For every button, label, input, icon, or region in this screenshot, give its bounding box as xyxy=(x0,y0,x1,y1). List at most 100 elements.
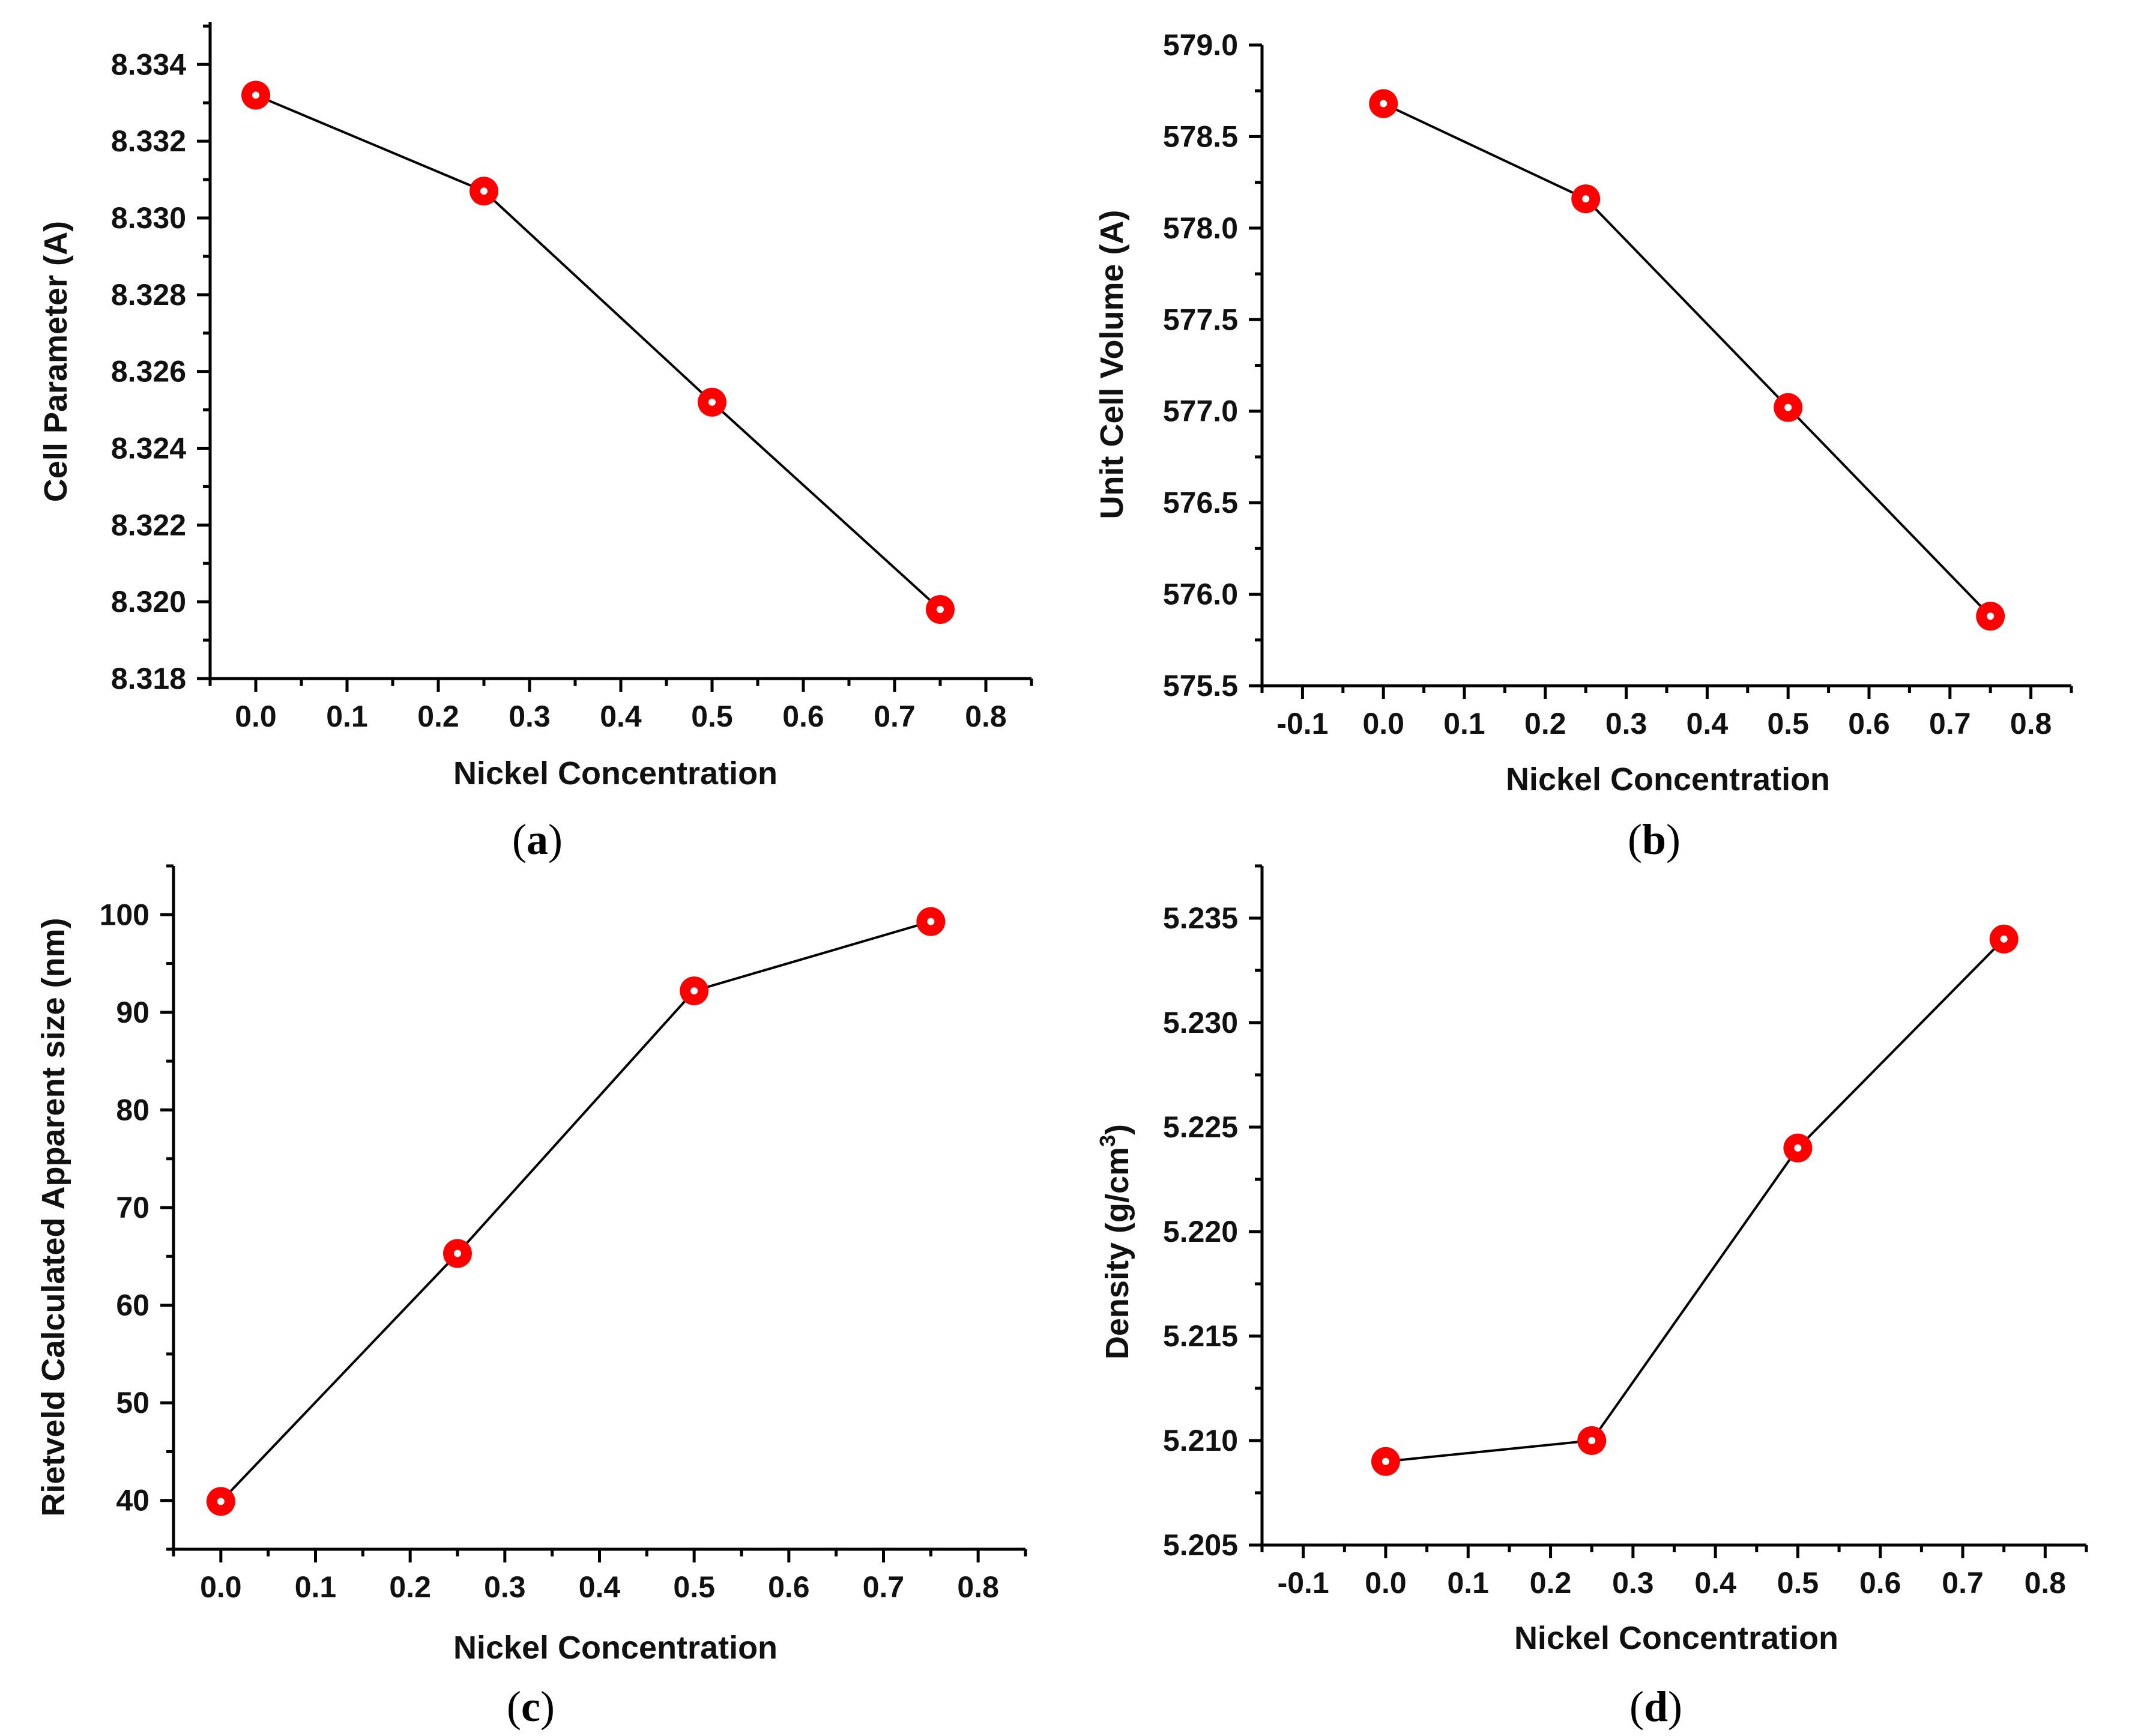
series-line-b xyxy=(1383,102,1992,617)
y-tick-label-d: 5.225 xyxy=(1163,1110,1238,1144)
axes-b xyxy=(1260,45,2071,688)
x-tick-label-b: 0.6 xyxy=(1848,707,1890,740)
panel-a: 0.0 0.1 0.2 0.3 0.4 0.5 0.6 0.7 0.8 8.318 8.320 8.3… xyxy=(38,22,1033,863)
x-tick-label-a: 0.2 xyxy=(417,700,459,733)
y-tick-label-b: 578.0 xyxy=(1163,211,1238,245)
x-tick-label-a: 0.6 xyxy=(782,700,824,733)
series-b xyxy=(1369,89,2005,631)
y-tick-label-a: 8.334 xyxy=(111,47,186,81)
data-point-center-c xyxy=(927,918,935,925)
data-point-center-b xyxy=(1582,195,1590,203)
series-line-a xyxy=(255,94,941,611)
y-tick-label-c: 70 xyxy=(116,1191,149,1224)
x-tick-label-d: 0.3 xyxy=(1612,1566,1654,1600)
x-tick-label-c: 0.1 xyxy=(295,1570,337,1604)
y-tick-label-c: 50 xyxy=(116,1386,149,1420)
y-tick-label-c: 60 xyxy=(116,1289,149,1322)
x-tick-label-d: 0.0 xyxy=(1365,1566,1407,1600)
y-tick-label-a: 8.318 xyxy=(111,662,186,695)
data-point-center-a xyxy=(252,91,259,99)
series-d xyxy=(1371,924,2019,1476)
y-axis-title-b: Unit Cell Volume (A) xyxy=(1094,210,1130,519)
x-tick-label-b: 0.5 xyxy=(1767,707,1809,740)
x-tick-label-d: 0.2 xyxy=(1530,1566,1572,1600)
y-axis-title-d-sup: 3 xyxy=(1095,1135,1120,1147)
y-tick-label-c: 90 xyxy=(116,996,149,1029)
y-tick-label-a: 8.324 xyxy=(111,431,186,465)
ticks-b: -0.1 0.0 0.1 0.2 0.3 0.4 0.5 0.6 0.7 0.8 575.5 576.… xyxy=(1163,28,2073,740)
ticks-a: 0.0 0.1 0.2 0.3 0.4 0.5 0.6 0.7 0.8 8.318 8.320 8.3… xyxy=(111,24,1033,733)
x-tick-label-a: 0.7 xyxy=(874,700,916,733)
x-tick-label-b: 0.7 xyxy=(1929,707,1971,740)
data-point-center-d xyxy=(2000,935,2008,943)
x-tick-label-a: 0.5 xyxy=(691,700,733,733)
y-axis-title-d: Density (g/cm3) xyxy=(1095,1124,1135,1359)
x-tick-label-b: 0.8 xyxy=(2010,707,2052,740)
y-tick-label-d: 5.215 xyxy=(1163,1319,1238,1353)
x-tick-label-d: 0.5 xyxy=(1777,1566,1819,1600)
y-tick-label-d: 5.235 xyxy=(1163,901,1238,935)
series-c xyxy=(206,907,946,1516)
y-axis-title-d-main: Density (g/cm xyxy=(1099,1147,1135,1359)
y-tick-label-b: 576.5 xyxy=(1163,486,1238,519)
y-tick-label-a: 8.330 xyxy=(111,201,186,235)
data-point-center-a xyxy=(708,398,716,406)
panel-letter-c: c xyxy=(521,1683,540,1731)
panel-letter-d: d xyxy=(1644,1683,1668,1731)
x-tick-label-c: 0.6 xyxy=(768,1570,810,1604)
y-tick-label-b: 578.5 xyxy=(1163,119,1238,153)
ticks-d: -0.1 0.0 0.1 0.2 0.3 0.4 0.5 0.6 0.7 0.8 5.205 5.21… xyxy=(1163,864,2088,1600)
panel-letter-a: a xyxy=(527,815,548,863)
y-tick-label-b: 577.5 xyxy=(1163,303,1238,336)
data-point-center-c xyxy=(690,987,698,995)
panel-label-b: (b) xyxy=(1628,815,1681,863)
y-axis-title-a: Cell Parameter (A) xyxy=(38,221,74,502)
series-line-d xyxy=(1385,938,2005,1463)
x-tick-label-c: 0.3 xyxy=(484,1570,526,1604)
y-tick-label-b: 576.0 xyxy=(1163,578,1238,611)
x-tick-label-b: 0.4 xyxy=(1687,707,1729,740)
x-tick-label-c: 0.4 xyxy=(579,1570,621,1604)
y-tick-label-c: 80 xyxy=(116,1093,149,1127)
y-tick-label-c: 100 xyxy=(100,898,149,931)
y-tick-label-b: 575.5 xyxy=(1163,669,1238,703)
x-tick-label-a: 0.8 xyxy=(965,700,1007,733)
x-tick-label-a: 0.3 xyxy=(509,700,551,733)
data-point-center-c xyxy=(454,1250,461,1257)
x-axis-title-c: Nickel Concentration xyxy=(453,1630,778,1666)
data-point-center-b xyxy=(1987,612,1995,620)
y-tick-label-a: 8.332 xyxy=(111,124,186,158)
x-tick-label-b: 0.3 xyxy=(1605,707,1647,740)
x-tick-label-a: 0.1 xyxy=(326,700,368,733)
panel-d: -0.1 0.0 0.1 0.2 0.3 0.4 0.5 0.6 0.7 0.8 5.205 5.21… xyxy=(1095,864,2088,1731)
data-point-center-b xyxy=(1380,100,1388,107)
x-tick-label-c: 0.5 xyxy=(673,1570,715,1604)
series-a xyxy=(241,80,955,624)
x-axis-title-b: Nickel Concentration xyxy=(1506,761,1830,797)
y-axis-title-c: Rietveld Calculated Apparent size (nm) xyxy=(35,918,71,1516)
data-point-center-c xyxy=(217,1498,225,1505)
panel-label-a: (a) xyxy=(512,815,563,863)
y-tick-label-a: 8.322 xyxy=(111,508,186,542)
panel-letter-b: b xyxy=(1642,815,1666,863)
y-tick-label-b: 577.0 xyxy=(1163,395,1238,428)
y-axis-title-d-end: ) xyxy=(1099,1124,1135,1135)
axes-c xyxy=(172,866,1025,1551)
x-tick-label-d: -0.1 xyxy=(1278,1566,1329,1600)
data-point-center-d xyxy=(1382,1457,1389,1465)
x-tick-label-c: 0.2 xyxy=(389,1570,431,1604)
x-tick-label-c: 0.8 xyxy=(957,1570,999,1604)
panel-label-c: (c) xyxy=(507,1683,555,1731)
y-tick-label-a: 8.320 xyxy=(111,585,186,618)
x-tick-label-c: 0.7 xyxy=(863,1570,905,1604)
ticks-c: 0.0 0.1 0.2 0.3 0.4 0.5 0.6 0.7 0.8 40 50 60 70 80 90 1… xyxy=(100,864,1027,1604)
x-tick-label-d: 0.4 xyxy=(1694,1566,1736,1600)
y-tick-label-a: 8.328 xyxy=(111,278,186,312)
y-tick-label-d: 5.210 xyxy=(1163,1424,1238,1457)
x-tick-label-c: 0.0 xyxy=(200,1570,242,1604)
x-axis-title-a: Nickel Concentration xyxy=(453,755,778,791)
x-tick-label-a: 0.4 xyxy=(600,700,642,733)
y-tick-label-d: 5.220 xyxy=(1163,1215,1238,1248)
x-tick-label-d: 0.1 xyxy=(1447,1566,1489,1600)
